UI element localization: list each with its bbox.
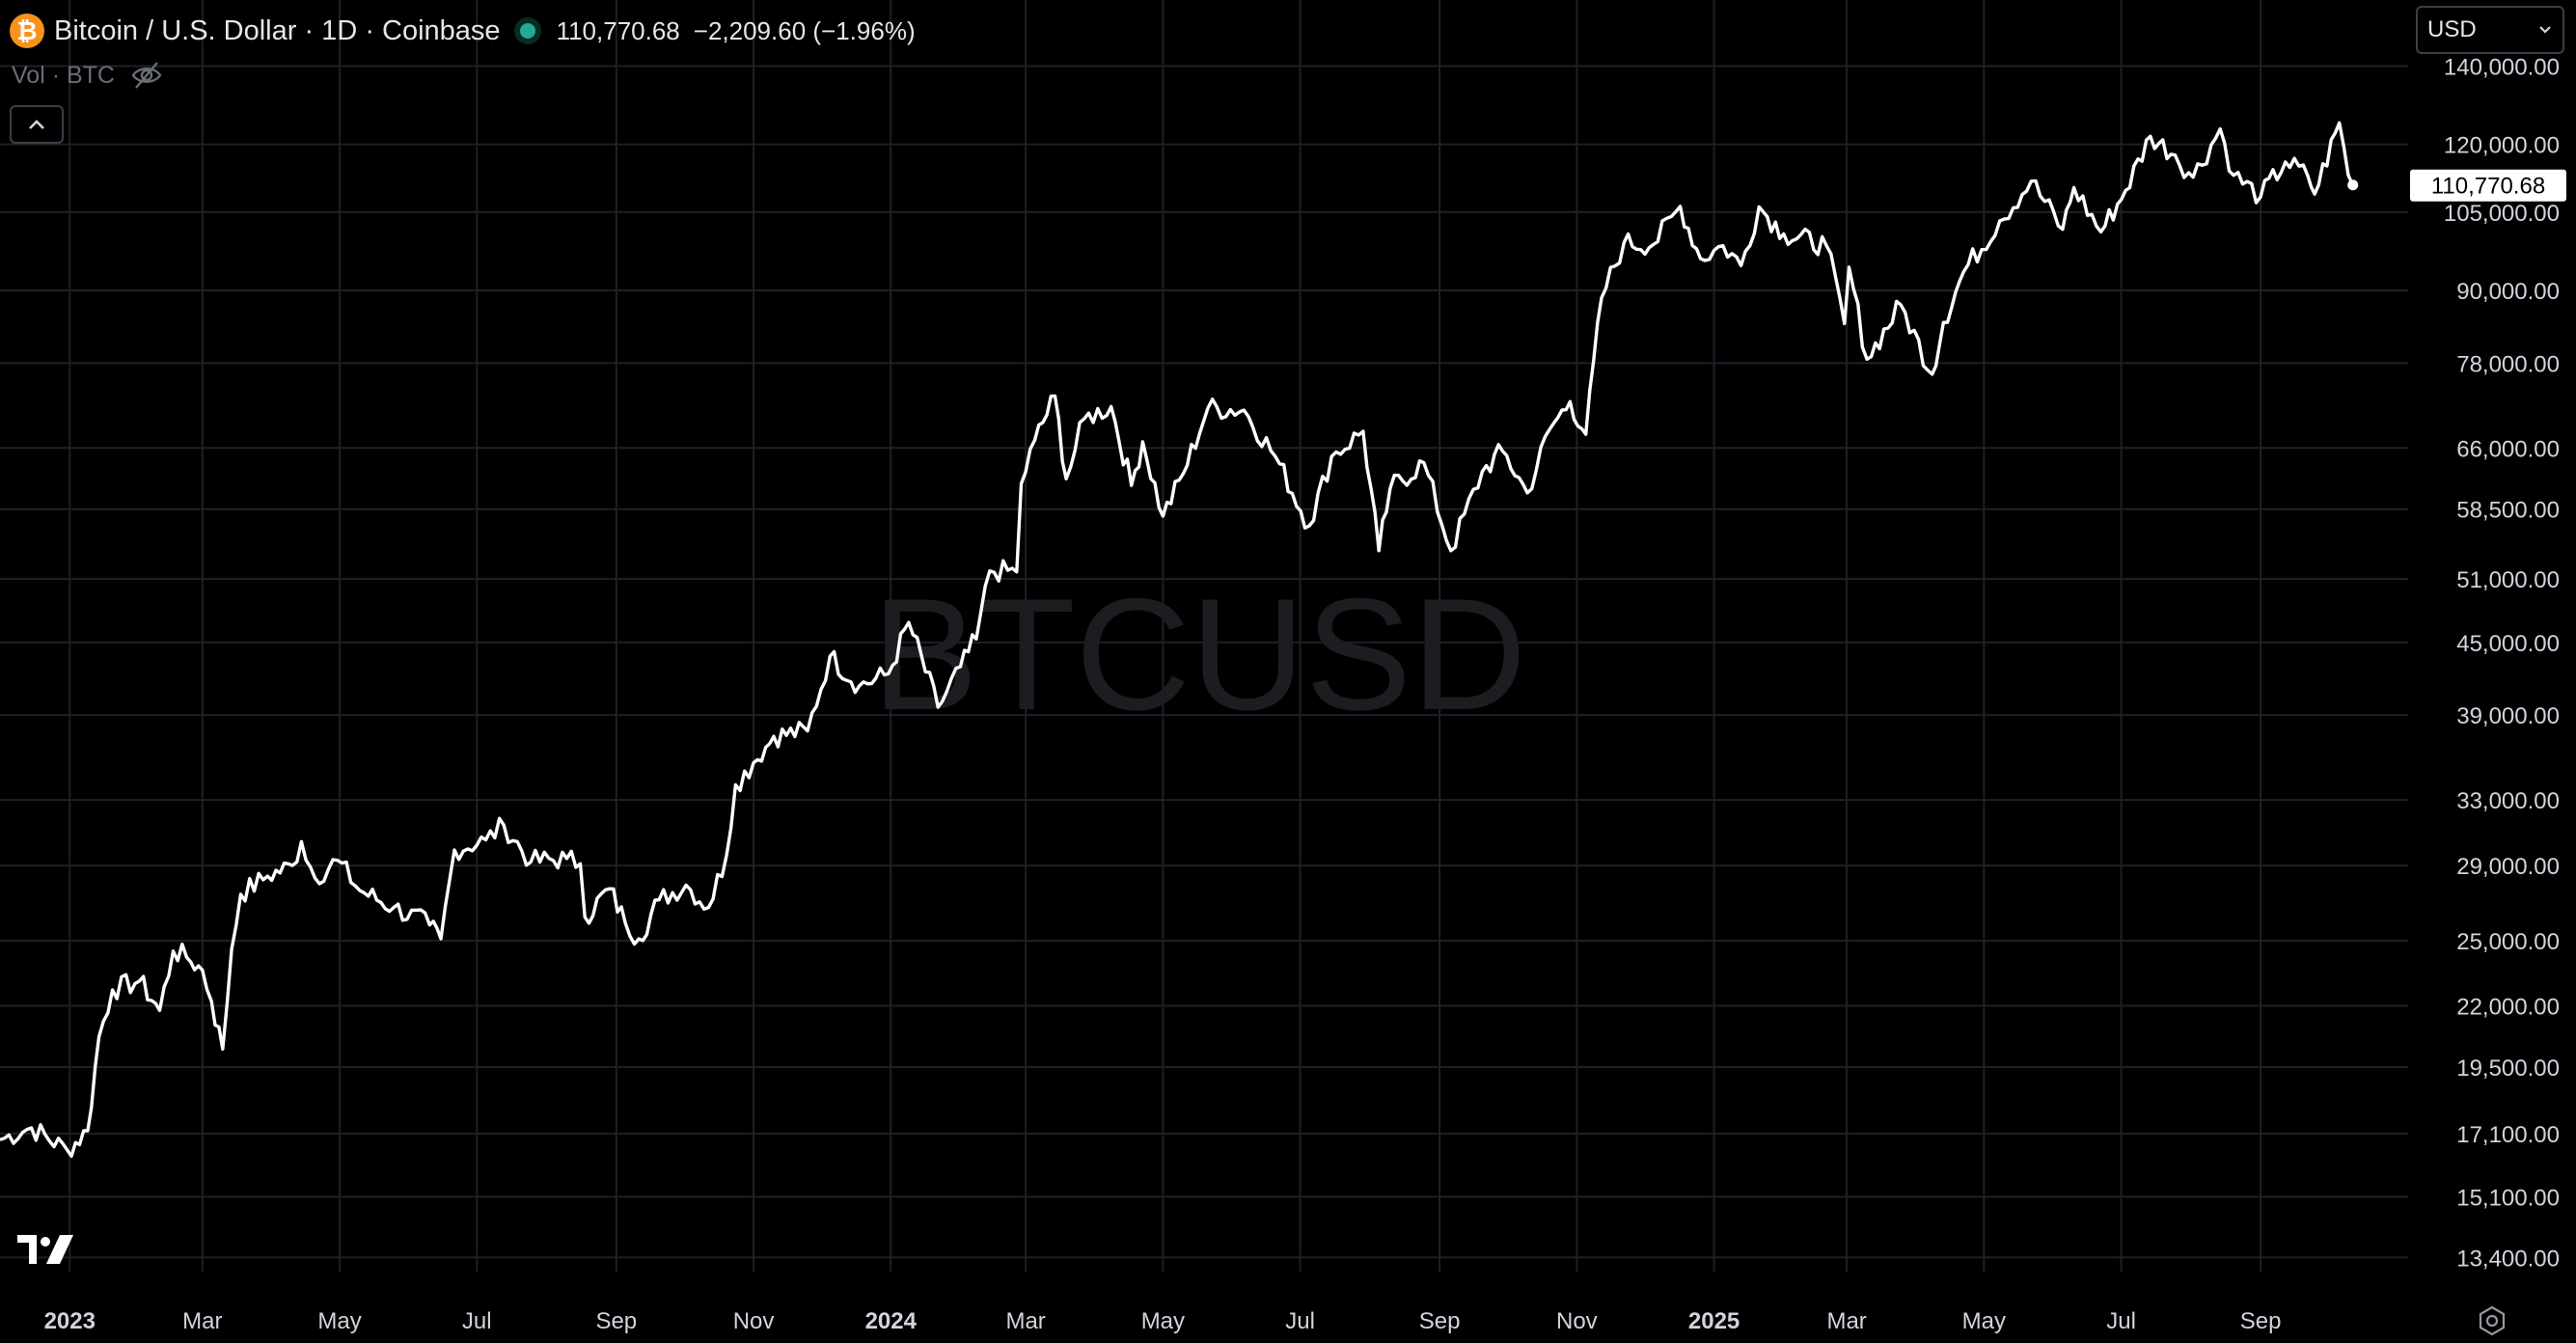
chevron-up-icon — [29, 120, 44, 129]
y-tick-label: 105,000.00 — [2444, 201, 2560, 227]
y-tick-label: 22,000.00 — [2456, 994, 2560, 1020]
y-tick-label: 25,000.00 — [2456, 929, 2560, 955]
volume-label: Vol · BTC — [12, 61, 115, 89]
live-status-dot-icon — [519, 23, 535, 39]
tradingview-logo-icon[interactable] — [15, 1233, 75, 1268]
x-tick-label: 2023 — [44, 1308, 96, 1334]
y-tick-label: 45,000.00 — [2456, 631, 2560, 657]
y-tick-label: 13,400.00 — [2456, 1246, 2560, 1272]
y-tick-label: 51,000.00 — [2456, 567, 2560, 593]
y-tick-label: 29,000.00 — [2456, 854, 2560, 880]
y-tick-label: 33,000.00 — [2456, 788, 2560, 814]
y-tick-label: 90,000.00 — [2456, 279, 2560, 305]
symbol-title[interactable]: Bitcoin / U.S. Dollar · 1D · Coinbase — [54, 14, 501, 46]
collapse-legend-button[interactable] — [10, 105, 64, 144]
gear-icon[interactable] — [2476, 1304, 2508, 1337]
symbol-watermark: BTCUSD — [872, 565, 1526, 743]
price-axis[interactable]: 140,000.00 120,000.00 105,000.00 90,000.00 7… — [2444, 54, 2560, 1272]
last-price-value: 110,770.68 — [556, 15, 680, 45]
last-price-marker: 110,770.68 — [2410, 169, 2566, 202]
x-tick-label: Jul — [1285, 1308, 1315, 1334]
y-tick-label: 66,000.00 — [2456, 436, 2560, 462]
last-price-dot — [2347, 179, 2359, 191]
x-tick-label: Nov — [1556, 1308, 1598, 1334]
currency-value: USD — [2427, 16, 2477, 42]
y-tick-label: 39,000.00 — [2456, 703, 2560, 729]
x-tick-label: May — [1962, 1308, 2006, 1334]
x-tick-label: Sep — [1419, 1308, 1461, 1334]
y-tick-label: 120,000.00 — [2444, 133, 2560, 159]
x-tick-label: Mar — [1826, 1308, 1866, 1334]
x-tick-label: 2025 — [1688, 1308, 1740, 1334]
x-tick-label: 2024 — [865, 1308, 918, 1334]
y-tick-label: 17,100.00 — [2456, 1122, 2560, 1148]
y-tick-label: 15,100.00 — [2456, 1186, 2560, 1212]
x-tick-label: Jul — [2106, 1308, 2136, 1334]
symbol-legend[interactable]: ₿ Bitcoin / U.S. Dollar · 1D · Coinbase … — [10, 12, 929, 50]
time-axis[interactable]: 2023 Mar May Jul Sep Nov 2024 Mar May Jul Sep Nov 20… — [44, 1308, 2282, 1334]
y-tick-label: 78,000.00 — [2456, 351, 2560, 377]
chevron-down-icon — [2539, 26, 2551, 34]
y-tick-label: 58,500.00 — [2456, 498, 2560, 524]
price-line-layer — [0, 121, 2359, 1158]
eye-hidden-icon[interactable] — [130, 59, 163, 92]
volume-indicator-legend[interactable]: Vol · BTC — [12, 58, 163, 93]
x-tick-label: Mar — [182, 1308, 222, 1334]
x-tick-label: Mar — [1005, 1308, 1045, 1334]
y-tick-label: 19,500.00 — [2456, 1055, 2560, 1082]
price-change-value: −2,209.60 (−1.96%) — [693, 15, 916, 45]
price-line-series — [0, 121, 2355, 1158]
x-tick-label: Nov — [733, 1308, 775, 1334]
bitcoin-coin-icon: ₿ — [10, 14, 44, 48]
x-tick-label: Sep — [2240, 1308, 2282, 1334]
x-tick-label: Jul — [462, 1308, 492, 1334]
y-tick-label: 140,000.00 — [2444, 54, 2560, 80]
last-price-label: 110,770.68 — [2431, 174, 2545, 200]
x-tick-label: May — [317, 1308, 361, 1334]
x-tick-label: Sep — [595, 1308, 637, 1334]
grid — [0, 0, 2408, 1272]
x-tick-label: May — [1141, 1308, 1185, 1334]
currency-select[interactable]: USD — [2416, 6, 2564, 54]
